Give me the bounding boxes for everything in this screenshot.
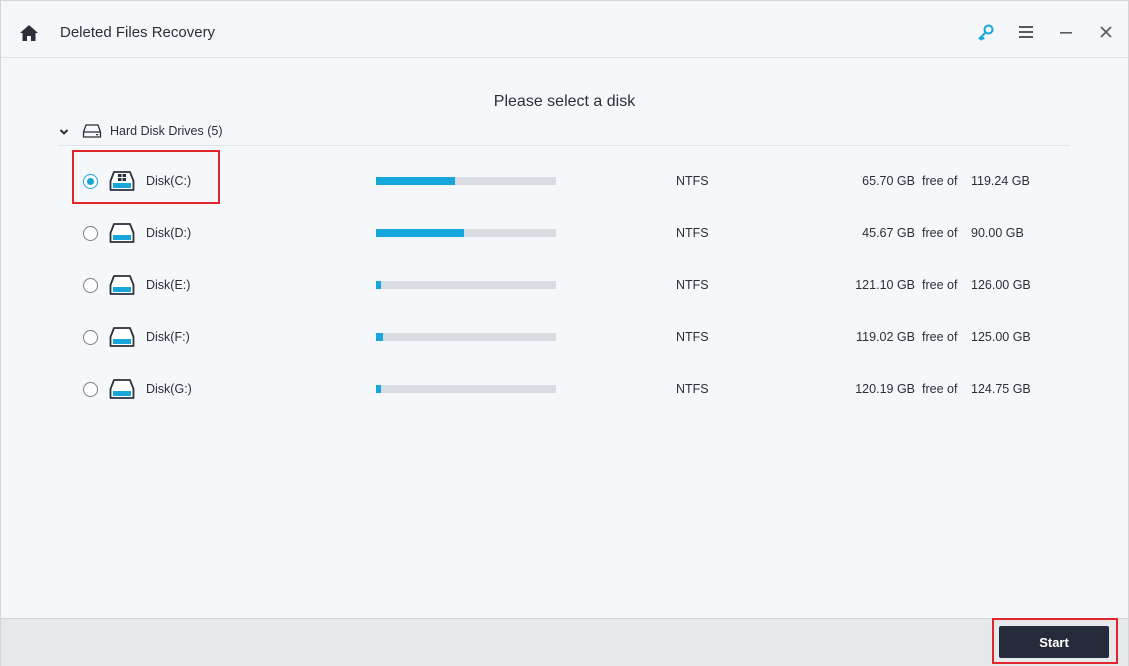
home-icon[interactable] bbox=[19, 23, 39, 43]
disk-row-f[interactable]: Disk(F:) NTFS 119.02 GB free of 125.00 G… bbox=[58, 311, 1070, 363]
divider bbox=[58, 145, 1070, 146]
usage-bar bbox=[376, 281, 556, 289]
footer-bar: Start bbox=[1, 618, 1128, 666]
file-system: NTFS bbox=[676, 226, 709, 240]
free-space: 65.70 GB bbox=[862, 174, 915, 188]
minimize-icon[interactable] bbox=[1055, 21, 1077, 43]
disk-row-e[interactable]: Disk(E:) NTFS 121.10 GB free of 126.00 G… bbox=[58, 259, 1070, 311]
page-heading: Please select a disk bbox=[493, 93, 636, 110]
disk-row-d[interactable]: Disk(D:) NTFS 45.67 GB free of 90.00 GB bbox=[58, 207, 1070, 259]
disk-group-label: Hard Disk Drives (5) bbox=[110, 124, 223, 138]
disk-name: Disk(D:) bbox=[146, 226, 192, 240]
usage-bar bbox=[376, 333, 556, 341]
disk-radio[interactable] bbox=[83, 330, 98, 345]
free-of-label: free of bbox=[922, 330, 958, 344]
usage-bar-fill bbox=[376, 177, 456, 185]
file-system: NTFS bbox=[676, 330, 709, 344]
disk-radio[interactable] bbox=[83, 226, 98, 241]
disk-name: Disk(E:) bbox=[146, 278, 191, 292]
total-space: 124.75 GB bbox=[971, 382, 1031, 396]
disk-radio[interactable] bbox=[83, 278, 98, 293]
disk-icon bbox=[109, 326, 135, 348]
total-space: 125.00 GB bbox=[971, 330, 1031, 344]
file-system: NTFS bbox=[676, 382, 709, 396]
usage-bar-fill bbox=[376, 333, 384, 341]
key-icon[interactable] bbox=[975, 21, 997, 43]
start-button[interactable]: Start bbox=[999, 626, 1109, 658]
total-space: 126.00 GB bbox=[971, 278, 1031, 292]
disk-radio[interactable] bbox=[83, 174, 98, 189]
total-space: 119.24 GB bbox=[971, 174, 1030, 188]
title-bar: Deleted Files Recovery bbox=[1, 1, 1128, 58]
disk-icon bbox=[109, 222, 135, 244]
disk-icon bbox=[109, 274, 135, 296]
file-system: NTFS bbox=[676, 174, 709, 188]
file-system: NTFS bbox=[676, 278, 709, 292]
disk-icon bbox=[109, 378, 135, 400]
usage-bar-fill bbox=[376, 281, 382, 289]
close-icon[interactable] bbox=[1095, 21, 1117, 43]
usage-bar bbox=[376, 177, 556, 185]
free-of-label: free of bbox=[922, 174, 958, 188]
usage-bar bbox=[376, 385, 556, 393]
system-disk-icon bbox=[109, 170, 135, 192]
total-space: 90.00 GB bbox=[971, 226, 1024, 240]
disk-name: Disk(G:) bbox=[146, 382, 192, 396]
menu-icon[interactable] bbox=[1015, 21, 1037, 43]
disk-group-header[interactable]: Hard Disk Drives (5) bbox=[58, 122, 1070, 142]
free-space: 45.67 GB bbox=[862, 226, 915, 240]
disk-name: Disk(C:) bbox=[146, 174, 192, 188]
disk-row-g[interactable]: Disk(G:) NTFS 120.19 GB free of 124.75 G… bbox=[58, 363, 1070, 415]
free-of-label: free of bbox=[922, 382, 958, 396]
free-space: 120.19 GB bbox=[855, 382, 915, 396]
usage-bar bbox=[376, 229, 556, 237]
app-title: Deleted Files Recovery bbox=[60, 24, 216, 41]
disk-row-c[interactable]: Disk(C:) NTFS 65.70 GB free of 119.24 GB bbox=[58, 155, 1070, 207]
usage-bar-fill bbox=[376, 229, 465, 237]
chevron-down-icon[interactable] bbox=[58, 125, 70, 137]
disk-radio[interactable] bbox=[83, 382, 98, 397]
free-of-label: free of bbox=[922, 278, 958, 292]
usage-bar-fill bbox=[376, 385, 382, 393]
free-space: 119.02 GB bbox=[856, 330, 915, 344]
free-of-label: free of bbox=[922, 226, 958, 240]
disk-name: Disk(F:) bbox=[146, 330, 190, 344]
hard-drive-icon bbox=[82, 123, 102, 139]
free-space: 121.10 GB bbox=[855, 278, 915, 292]
